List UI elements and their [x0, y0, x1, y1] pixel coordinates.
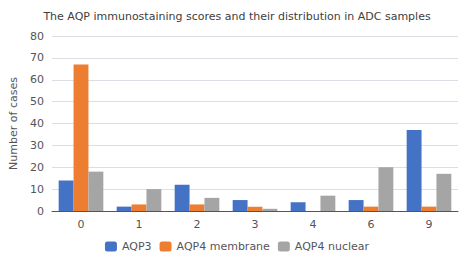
- svg-text:1: 1: [136, 218, 143, 231]
- svg-text:AQP3: AQP3: [122, 240, 152, 253]
- svg-text:AQP4 nuclear: AQP4 nuclear: [295, 240, 370, 253]
- svg-text:3: 3: [252, 218, 259, 231]
- svg-text:2: 2: [194, 218, 201, 231]
- svg-text:60: 60: [30, 73, 44, 86]
- svg-text:6: 6: [368, 218, 375, 231]
- svg-text:70: 70: [30, 51, 44, 64]
- svg-text:80: 80: [30, 30, 44, 43]
- svg-text:0: 0: [37, 205, 44, 218]
- svg-text:0: 0: [78, 218, 85, 231]
- svg-text:AQP4 membrane: AQP4 membrane: [177, 240, 271, 253]
- svg-text:9: 9: [426, 218, 433, 231]
- svg-text:50: 50: [30, 95, 44, 108]
- svg-text:40: 40: [30, 117, 44, 130]
- svg-text:20: 20: [30, 161, 44, 174]
- svg-text:30: 30: [30, 139, 44, 152]
- svg-text:The AQP immunostaining scores: The AQP immunostaining scores and their …: [42, 10, 431, 23]
- svg-text:Number of cases: Number of cases: [7, 77, 20, 170]
- svg-text:10: 10: [30, 183, 44, 196]
- svg-text:4: 4: [310, 218, 317, 231]
